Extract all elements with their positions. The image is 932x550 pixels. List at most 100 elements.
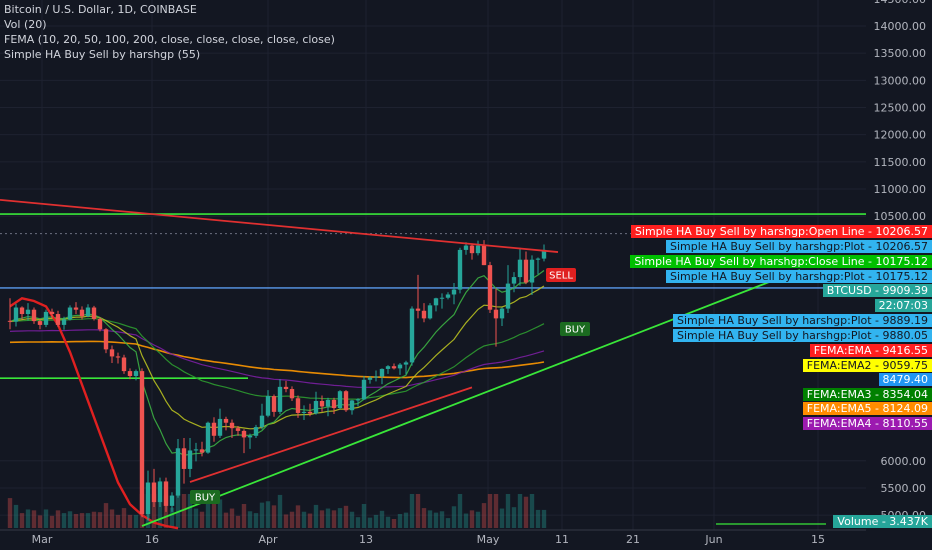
candle-body bbox=[409, 308, 415, 363]
candle-body bbox=[253, 427, 259, 436]
signal-label: BUY bbox=[195, 493, 216, 504]
volume-bar bbox=[205, 497, 211, 528]
candle-body bbox=[97, 318, 103, 330]
volume-bar bbox=[331, 510, 337, 528]
candle-body bbox=[277, 386, 283, 412]
candle-body bbox=[85, 307, 91, 317]
x-axis: Mar 16 Apr 13 May 11 21 Jun 15 bbox=[0, 529, 866, 546]
candle-body bbox=[355, 399, 361, 401]
volume-bar bbox=[541, 509, 547, 528]
volume-bar bbox=[127, 514, 133, 528]
ema50-line bbox=[9, 318, 545, 400]
volume-bar bbox=[475, 511, 481, 528]
volume-bar bbox=[91, 511, 97, 528]
volume-bar bbox=[439, 511, 445, 528]
volume-bar bbox=[487, 494, 493, 528]
volume-bar bbox=[109, 509, 115, 528]
volume-bar bbox=[85, 513, 91, 528]
candle-body bbox=[181, 448, 187, 469]
volume-bar bbox=[103, 503, 109, 528]
volume-bar bbox=[157, 499, 163, 528]
price-label: 8479.40 bbox=[878, 373, 932, 386]
candle-body bbox=[433, 298, 439, 306]
candle-body bbox=[175, 448, 181, 496]
volume-bar bbox=[199, 511, 205, 528]
volume-bar bbox=[19, 513, 25, 528]
volume-bar bbox=[409, 494, 415, 528]
candle-body bbox=[61, 319, 67, 325]
candle-body bbox=[463, 245, 469, 250]
price-label: FEMA:EMA3 - 8354.04 bbox=[802, 388, 932, 401]
candle-body bbox=[109, 349, 115, 357]
volume-bar bbox=[445, 518, 451, 528]
volume-bar bbox=[463, 513, 469, 528]
candle-body bbox=[541, 249, 547, 259]
volume-bar bbox=[535, 509, 541, 528]
fema-indicator-label: FEMA (10, 20, 50, 100, 200, close, close… bbox=[4, 33, 335, 46]
candle-body bbox=[319, 400, 325, 407]
candle-body bbox=[241, 430, 247, 438]
candle-body bbox=[13, 307, 19, 322]
volume-bar bbox=[247, 511, 253, 528]
candle-body bbox=[331, 399, 337, 409]
candle-body bbox=[163, 481, 169, 506]
volume-bar bbox=[427, 510, 433, 528]
y-tick-label: 12000.00 bbox=[874, 129, 927, 142]
candle-body bbox=[55, 314, 61, 325]
x-tick-label: 11 bbox=[555, 533, 569, 546]
candle-body bbox=[517, 259, 523, 278]
resistance-trend-line bbox=[0, 199, 559, 253]
volume-bar bbox=[481, 503, 487, 528]
support-trend-line-red bbox=[189, 386, 473, 483]
candles bbox=[7, 240, 547, 521]
grid-lines bbox=[0, 0, 866, 530]
price-label: Simple HA Buy Sell by harshgp:Plot - 101… bbox=[665, 270, 932, 283]
volume-bar bbox=[7, 498, 13, 528]
signal-label: SELL bbox=[549, 271, 573, 282]
volume-bar bbox=[253, 513, 259, 528]
ha-indicator-label: Simple HA Buy Sell by harshgp (55) bbox=[4, 48, 201, 61]
signal-label: BUY bbox=[565, 325, 586, 336]
volume-bar bbox=[361, 504, 367, 528]
candle-body bbox=[457, 249, 463, 290]
price-label: FEMA:EMA5 - 8124.09 bbox=[802, 402, 932, 415]
candle-body bbox=[103, 329, 109, 350]
y-tick-label: 6000.00 bbox=[881, 455, 927, 468]
y-tick-label: 14500.00 bbox=[874, 0, 927, 6]
candle-body bbox=[217, 418, 223, 436]
candle-body bbox=[529, 259, 535, 283]
candle-body bbox=[493, 309, 499, 319]
volume-bar bbox=[223, 512, 229, 528]
candle-body bbox=[427, 305, 433, 319]
ema10-line bbox=[9, 270, 545, 456]
price-label: 22:07:03 bbox=[874, 299, 932, 312]
volume-bar bbox=[529, 494, 535, 528]
candle-body bbox=[223, 418, 229, 423]
price-label: Simple HA Buy Sell by harshgp:Plot - 988… bbox=[672, 314, 932, 327]
chart-symbol-title: Bitcoin / U.S. Dollar, 1D, COINBASE bbox=[4, 3, 197, 16]
volume-bar bbox=[241, 504, 247, 528]
y-tick-label: 13000.00 bbox=[874, 74, 927, 87]
candle-body bbox=[373, 376, 379, 378]
ema100-line bbox=[9, 329, 545, 388]
y-tick-label: 11500.00 bbox=[874, 156, 927, 169]
candle-body bbox=[205, 422, 211, 453]
volume-bar bbox=[121, 508, 127, 528]
candle-body bbox=[31, 309, 37, 322]
trend-lines[interactable] bbox=[0, 199, 801, 527]
volume-bar bbox=[451, 506, 457, 528]
volume-bar bbox=[295, 505, 301, 528]
candle-body bbox=[451, 289, 457, 295]
volume-bar bbox=[325, 508, 331, 528]
volume-bar bbox=[43, 509, 49, 528]
volume-bar bbox=[25, 509, 31, 528]
volume-bar bbox=[517, 494, 523, 528]
candle-body bbox=[43, 311, 49, 325]
candle-body bbox=[19, 307, 25, 315]
volume-bar bbox=[271, 505, 277, 528]
volume-bar bbox=[187, 494, 193, 528]
candle-body bbox=[523, 259, 529, 283]
volume-bar bbox=[457, 494, 463, 528]
candle-body bbox=[283, 386, 289, 390]
y-tick-label: 13500.00 bbox=[874, 47, 927, 60]
